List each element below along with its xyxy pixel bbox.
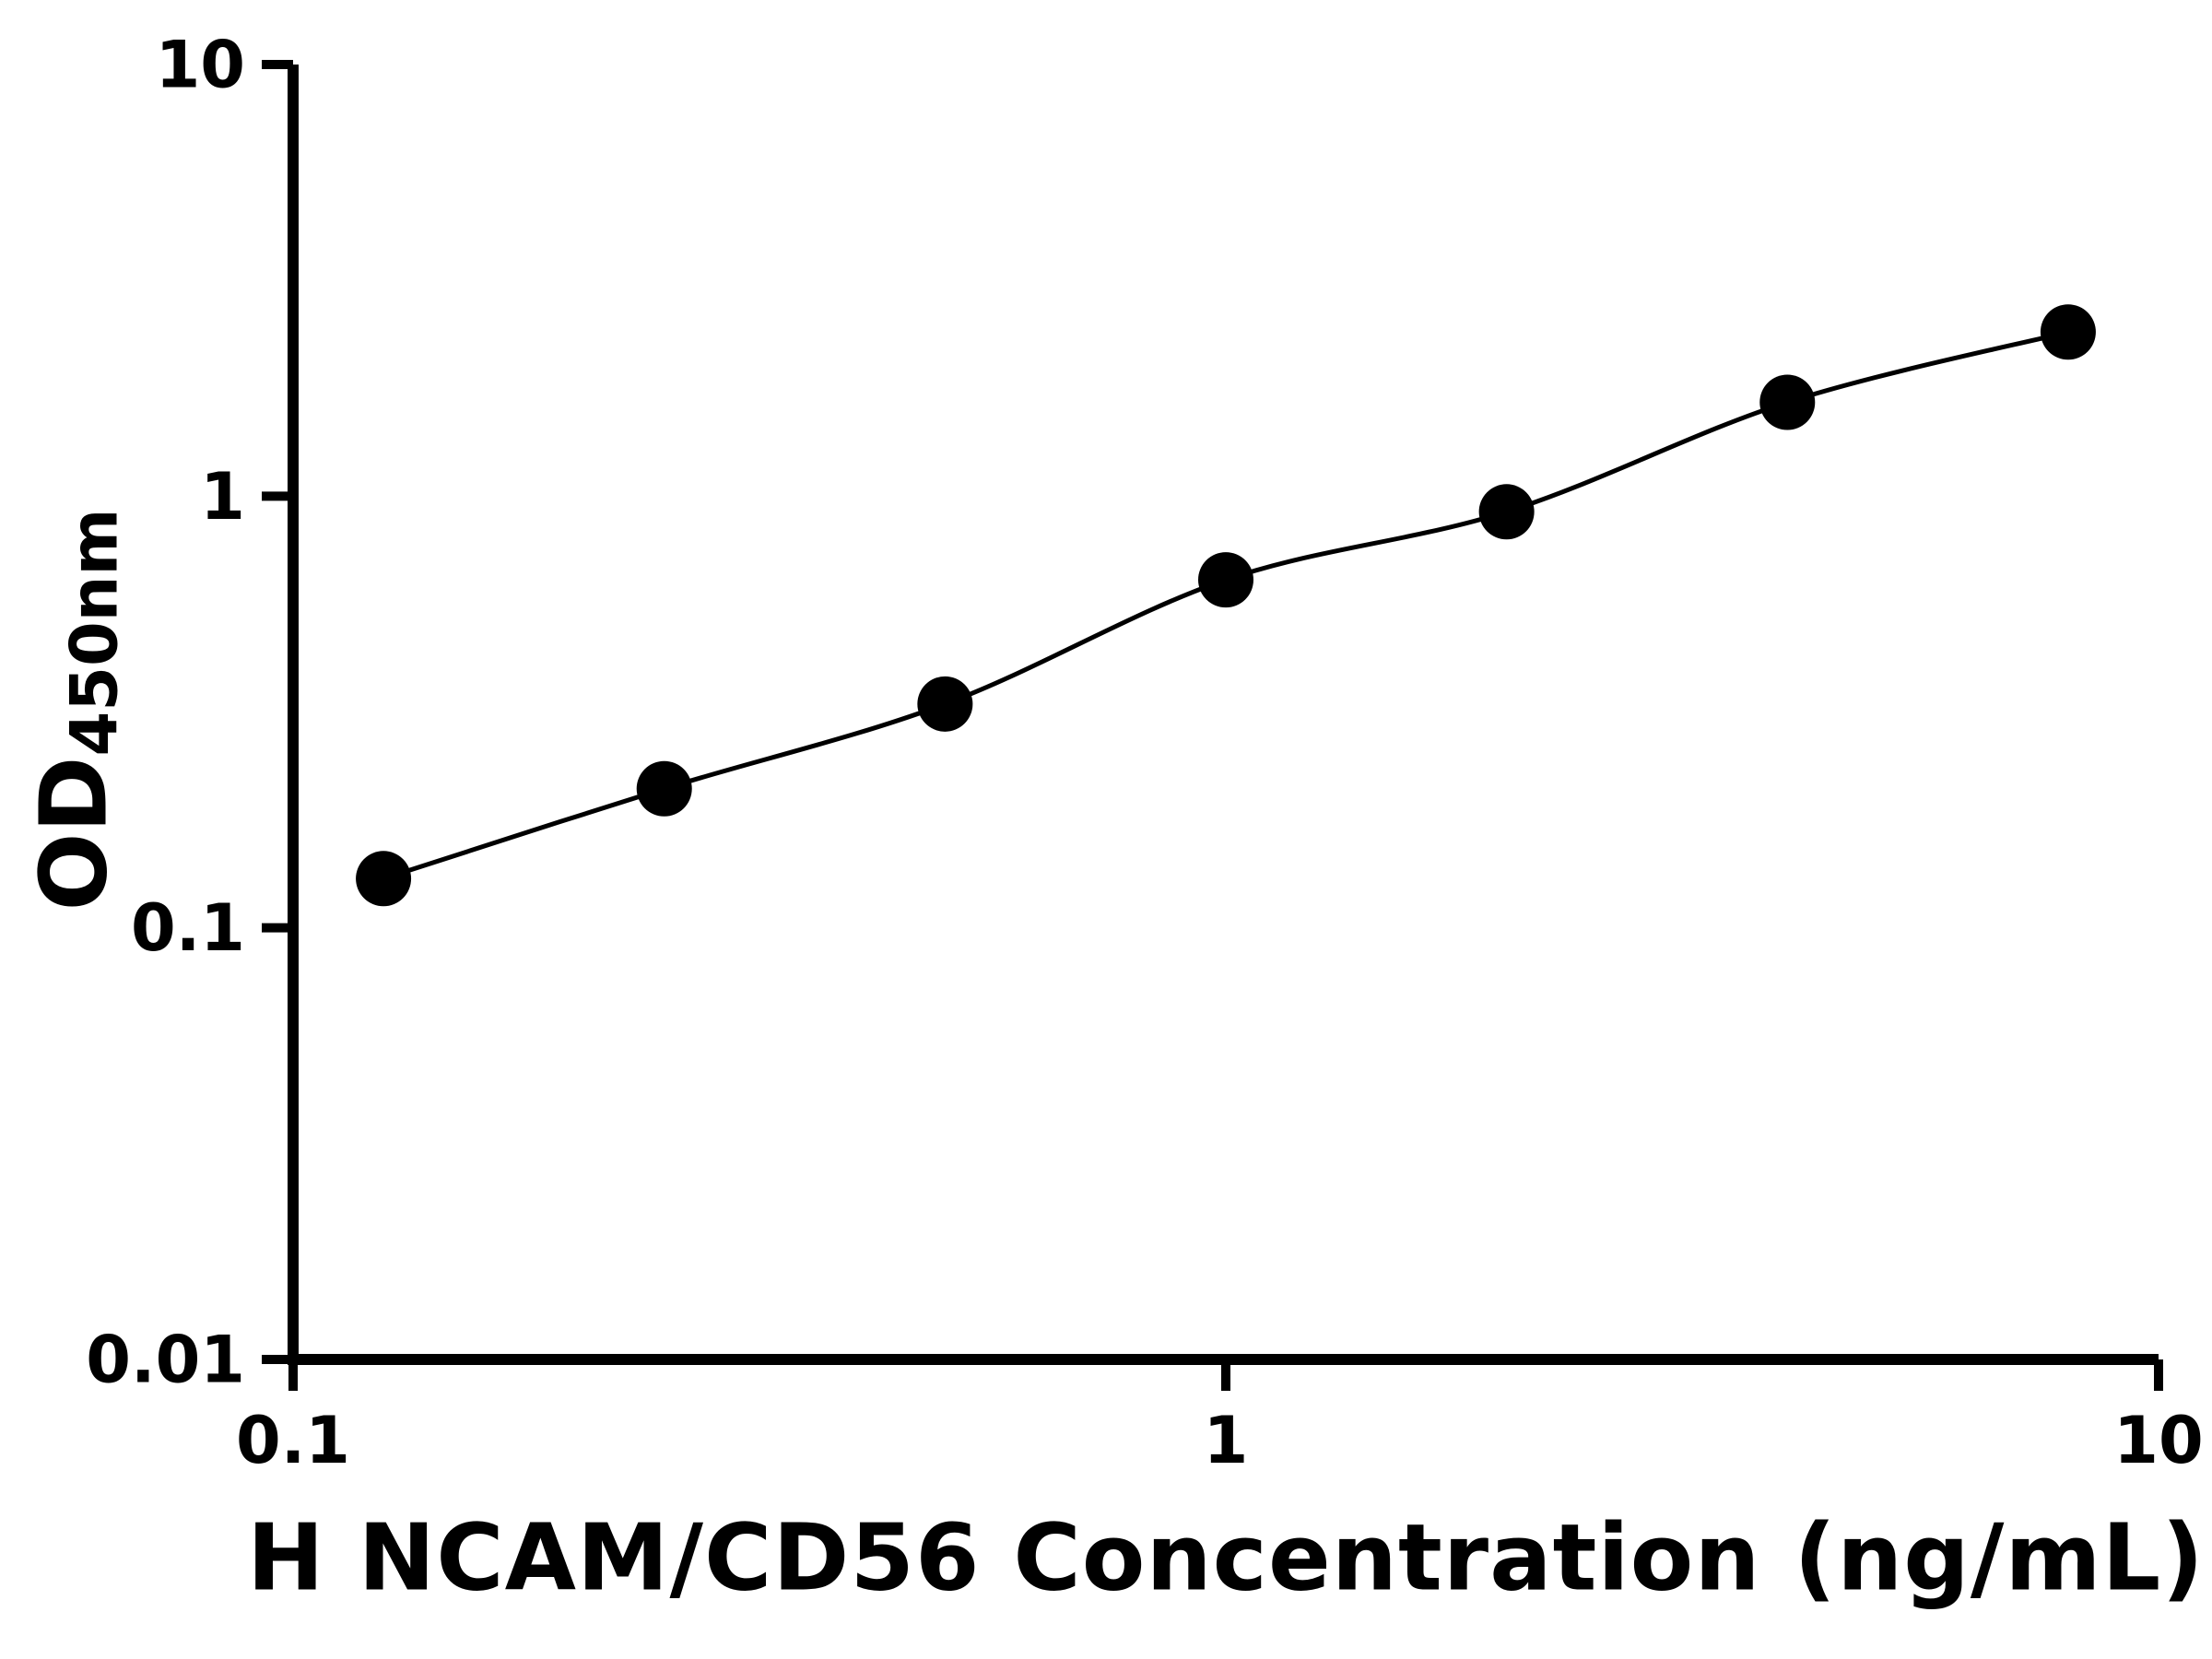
- y-axis-label: OD450nm: [19, 509, 133, 912]
- x-axis-label: H NCAM/CD56 Concentration (ng/mL): [247, 1503, 2205, 1612]
- y-tick-label: 0.1: [131, 890, 245, 966]
- data-point: [1759, 374, 1816, 430]
- data-point: [356, 851, 412, 907]
- y-tick-label: 0.01: [86, 1323, 245, 1398]
- data-point: [1198, 552, 1253, 608]
- y-tick-label: 1: [200, 459, 245, 535]
- y-axis-label-main: OD: [19, 756, 128, 912]
- y-axis-label-sub: 450nm: [56, 508, 133, 757]
- x-tick-label: 1: [1204, 1403, 1249, 1478]
- data-point: [917, 676, 973, 732]
- x-tick-label: 10: [2113, 1403, 2203, 1478]
- data-point: [1478, 484, 1535, 540]
- y-tick-label: 10: [156, 28, 245, 103]
- data-point: [2040, 304, 2096, 360]
- data-point: [636, 760, 692, 817]
- x-tick-label: 0.1: [236, 1403, 350, 1478]
